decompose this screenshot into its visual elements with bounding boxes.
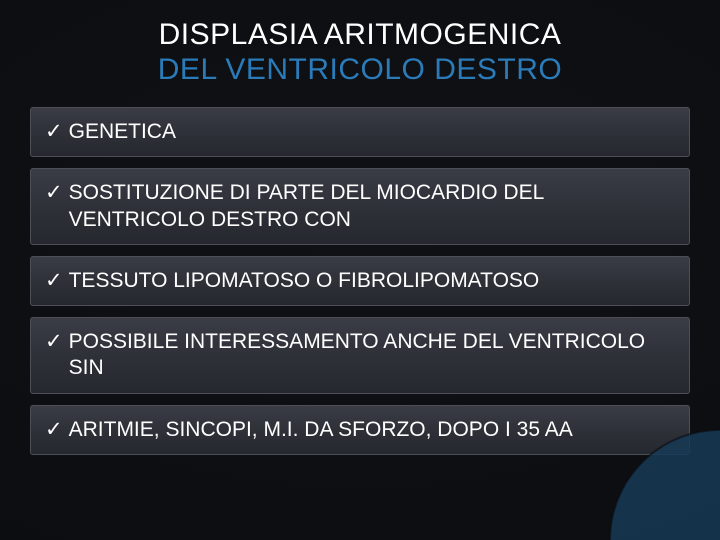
- list-item: ✓ GENETICA: [30, 107, 690, 157]
- check-icon: ✓: [45, 180, 63, 206]
- title-line-2: DEL VENTRICOLO DESTRO: [30, 53, 690, 88]
- list-item: ✓ POSSIBILE INTERESSAMENTO ANCHE DEL VEN…: [30, 317, 690, 394]
- check-icon: ✓: [45, 119, 63, 145]
- check-icon: ✓: [45, 329, 63, 355]
- check-icon: ✓: [45, 417, 63, 443]
- list-item: ✓ TESSUTO LIPOMATOSO O FIBROLIPOMATOSO: [30, 256, 690, 306]
- bullet-list: ✓ GENETICA ✓ SOSTITUZIONE DI PARTE DEL M…: [30, 107, 690, 455]
- list-item-text: ARITMIE, SINCOPI, M.I. DA SFORZO, DOPO I…: [69, 417, 673, 443]
- list-item-text: POSSIBILE INTERESSAMENTO ANCHE DEL VENTR…: [69, 329, 673, 382]
- title-line-1: DISPLASIA ARITMOGENICA: [30, 18, 690, 53]
- slide: DISPLASIA ARITMOGENICA DEL VENTRICOLO DE…: [0, 0, 720, 540]
- list-item-text: TESSUTO LIPOMATOSO O FIBROLIPOMATOSO: [69, 268, 673, 294]
- list-item: ✓ SOSTITUZIONE DI PARTE DEL MIOCARDIO DE…: [30, 168, 690, 245]
- title-block: DISPLASIA ARITMOGENICA DEL VENTRICOLO DE…: [30, 18, 690, 87]
- check-icon: ✓: [45, 268, 63, 294]
- list-item: ✓ ARITMIE, SINCOPI, M.I. DA SFORZO, DOPO…: [30, 405, 690, 455]
- list-item-text: SOSTITUZIONE DI PARTE DEL MIOCARDIO DEL …: [69, 180, 673, 233]
- list-item-text: GENETICA: [69, 119, 673, 145]
